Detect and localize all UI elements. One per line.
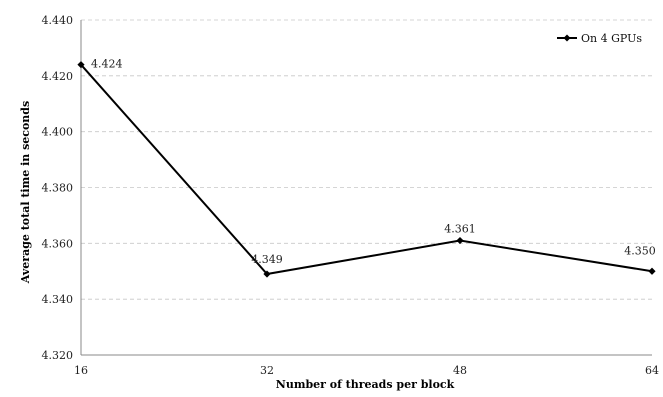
- data-point-marker: [648, 267, 656, 275]
- y-tick-label: 4.440: [42, 14, 74, 27]
- series-on-4-gpus: [77, 61, 656, 278]
- x-axis-title: Number of threads per block: [276, 378, 455, 391]
- data-point-marker: [263, 270, 271, 278]
- x-tick-label: 48: [453, 364, 467, 377]
- legend: On 4 GPUs: [557, 32, 642, 45]
- y-tick-label: 4.320: [42, 349, 74, 362]
- y-axis-title: Average total time in seconds: [19, 101, 32, 284]
- series-line: [80, 64, 653, 276]
- data-label: 4.361: [444, 223, 476, 236]
- data-point-marker: [77, 61, 85, 69]
- axes: 4.320 4.340 4.360 4.380 4.400 4.420 4.440 16 32 4…: [42, 14, 660, 377]
- x-tick-label: 16: [74, 364, 88, 377]
- data-point-marker: [456, 236, 464, 245]
- data-label: 4.349: [251, 253, 283, 266]
- y-tick-label: 4.400: [42, 126, 74, 139]
- data-label: 4.424: [91, 58, 123, 71]
- y-tick-label: 4.380: [42, 182, 74, 195]
- legend-diamond-marker: [563, 34, 571, 42]
- data-label: 4.350: [624, 244, 656, 257]
- legend-label: On 4 GPUs: [581, 32, 642, 45]
- data-labels: 4.424 4.349 4.361 4.350: [91, 58, 656, 266]
- x-tick-label: 64: [645, 364, 659, 377]
- y-tick-label: 4.340: [42, 293, 74, 306]
- x-tick-label: 32: [260, 364, 274, 377]
- y-tick-label: 4.360: [42, 237, 74, 250]
- y-tick-label: 4.420: [42, 70, 74, 83]
